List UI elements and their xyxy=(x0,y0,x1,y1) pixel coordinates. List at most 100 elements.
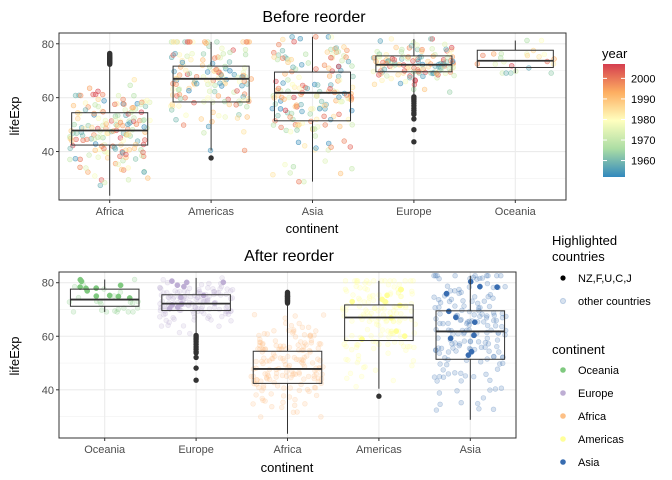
data-point xyxy=(269,404,275,410)
highlighted-point xyxy=(77,284,83,290)
data-point xyxy=(266,358,273,364)
data-point xyxy=(313,145,319,151)
data-point xyxy=(486,303,493,310)
data-point xyxy=(258,339,264,346)
data-point xyxy=(448,46,455,53)
data-point xyxy=(400,53,406,60)
data-point xyxy=(339,57,345,64)
data-point xyxy=(299,108,305,115)
data-point xyxy=(140,141,147,148)
data-point xyxy=(280,55,286,61)
colorbar-tick-label: 1970 xyxy=(631,135,655,147)
data-point xyxy=(229,287,236,293)
data-point xyxy=(308,340,314,346)
data-point xyxy=(492,61,498,67)
data-point xyxy=(348,97,354,103)
data-point xyxy=(287,114,293,120)
outlier-point xyxy=(376,393,382,399)
data-point xyxy=(147,99,153,106)
data-point xyxy=(419,46,425,53)
data-point xyxy=(313,371,319,377)
data-point xyxy=(398,311,404,317)
data-point xyxy=(391,278,397,284)
data-point xyxy=(118,166,125,173)
highlighted-point xyxy=(397,302,403,309)
data-point xyxy=(344,375,350,381)
data-point xyxy=(322,102,328,109)
data-point xyxy=(275,112,281,119)
data-point xyxy=(344,47,350,54)
data-point xyxy=(120,137,127,144)
data-point xyxy=(264,376,270,382)
data-point xyxy=(70,309,77,315)
data-point xyxy=(119,122,126,129)
data-point xyxy=(524,37,530,44)
data-point xyxy=(291,38,297,45)
data-point xyxy=(95,96,101,103)
data-point xyxy=(270,172,276,178)
data-point xyxy=(364,287,370,293)
data-point xyxy=(349,63,355,69)
data-point xyxy=(367,293,373,299)
data-point xyxy=(409,363,415,369)
data-point xyxy=(303,51,309,57)
data-point xyxy=(498,51,504,57)
data-point xyxy=(287,129,294,135)
data-point xyxy=(260,385,267,391)
data-point xyxy=(225,311,232,317)
data-point xyxy=(212,82,218,89)
data-point xyxy=(385,341,391,347)
outlier-point xyxy=(193,354,199,361)
data-point xyxy=(285,77,291,83)
data-point xyxy=(388,75,394,82)
data-point xyxy=(259,358,265,365)
data-point xyxy=(296,74,302,81)
data-point xyxy=(410,278,416,284)
data-point xyxy=(176,103,182,109)
data-point xyxy=(198,308,205,314)
data-point xyxy=(391,284,397,290)
data-point xyxy=(385,350,391,356)
data-point xyxy=(481,298,487,304)
highlighted-point xyxy=(93,293,100,299)
legend-key-americas xyxy=(560,436,566,442)
data-point xyxy=(280,80,286,86)
data-point xyxy=(364,309,370,315)
data-point xyxy=(293,356,300,362)
data-point xyxy=(112,308,118,314)
outlier-point xyxy=(193,332,199,339)
data-point xyxy=(444,283,451,289)
data-point xyxy=(133,121,140,127)
data-point xyxy=(208,317,214,323)
box xyxy=(375,55,453,73)
data-point xyxy=(350,73,356,80)
data-point xyxy=(341,44,347,50)
data-point xyxy=(140,149,146,156)
data-point xyxy=(83,165,89,171)
data-point xyxy=(296,179,302,185)
data-point xyxy=(431,294,437,300)
data-point xyxy=(127,82,133,89)
data-point xyxy=(315,356,321,362)
data-point xyxy=(145,175,151,181)
data-point xyxy=(429,46,435,52)
data-point xyxy=(313,93,320,99)
data-point xyxy=(409,291,415,297)
highlight-legend: Highlighted countries NZ,F,U,C,J other c… xyxy=(552,233,651,308)
x-tick-label: Americas xyxy=(188,206,234,218)
data-point xyxy=(292,313,298,319)
data-point xyxy=(284,369,290,375)
data-point xyxy=(407,74,413,81)
data-point xyxy=(311,375,317,382)
data-point xyxy=(290,409,297,415)
outlier-point xyxy=(411,139,417,145)
data-point xyxy=(491,312,497,319)
data-point xyxy=(295,342,301,348)
data-point xyxy=(198,116,205,122)
data-point xyxy=(253,392,259,398)
data-point xyxy=(475,300,481,306)
data-point xyxy=(299,359,305,365)
data-point xyxy=(231,89,237,95)
data-point xyxy=(125,309,132,315)
data-point xyxy=(418,54,425,60)
